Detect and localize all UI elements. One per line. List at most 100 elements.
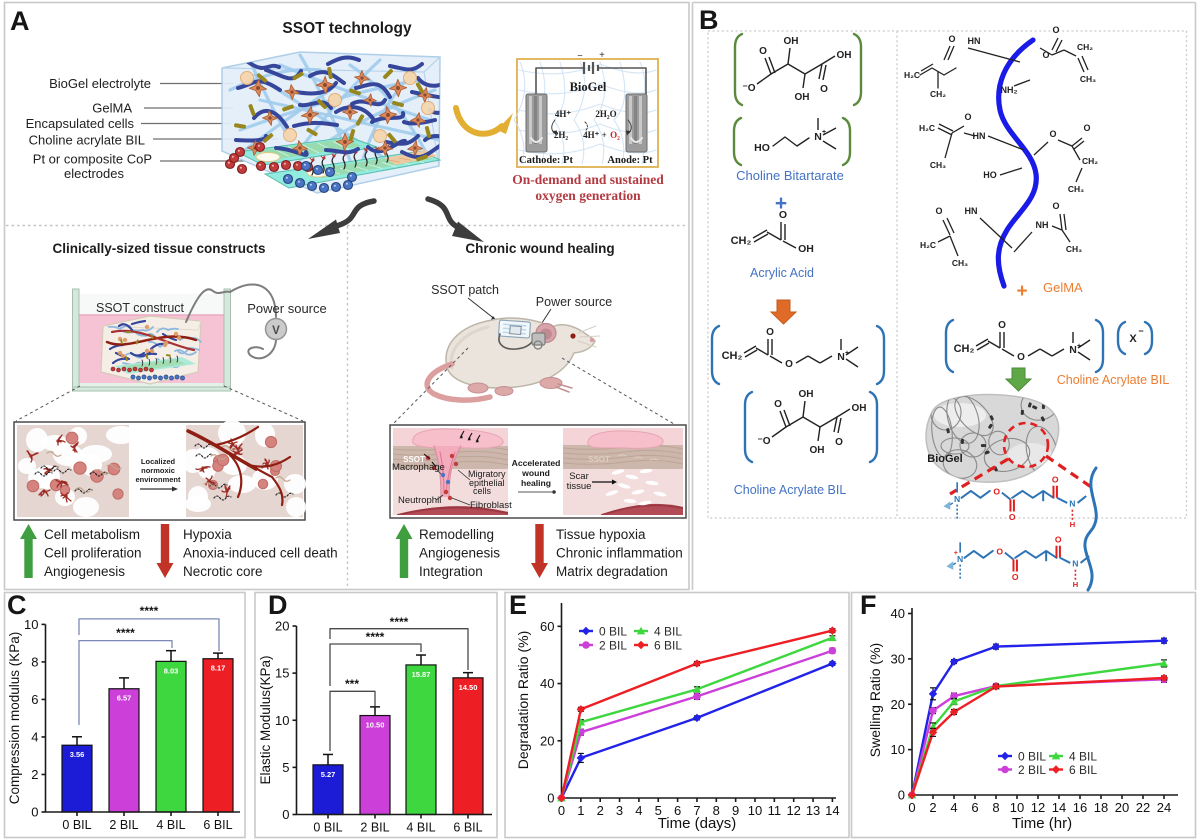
svg-text:2 BIL: 2 BIL [109,818,138,832]
svg-text:8: 8 [31,654,38,669]
svg-text:N: N [814,131,822,143]
svg-text:13: 13 [806,803,820,818]
svg-text:Power source: Power source [247,301,326,316]
svg-text:O: O [1052,201,1059,211]
svg-text:HN: HN [973,131,986,141]
svg-text:0 BIL: 0 BIL [313,821,342,835]
svg-text:O: O [774,399,782,410]
svg-text:5: 5 [655,803,662,818]
svg-text:CH₃: CH₃ [1068,184,1084,194]
svg-text:NH₂: NH₂ [1001,85,1018,95]
svg-text:***: *** [345,677,359,691]
svg-text:CH₂: CH₂ [930,89,946,99]
svg-text:O: O [998,320,1006,331]
svg-text:O: O [1009,512,1016,522]
svg-text:22: 22 [1136,800,1150,815]
svg-text:O: O [1052,25,1059,35]
svg-text:N: N [1069,498,1075,508]
svg-text:20: 20 [275,619,289,634]
svg-text:Cell proliferation: Cell proliferation [44,546,142,561]
svg-text:6 BIL: 6 BIL [654,638,682,652]
svg-text:6: 6 [971,800,978,815]
svg-text:CH₂: CH₂ [1077,42,1093,52]
svg-text:O: O [759,46,767,57]
svg-text:H₂C: H₂C [920,240,936,250]
svg-text:Chronic inflammation: Chronic inflammation [556,546,683,561]
svg-text:Angiogenesis: Angiogenesis [44,564,125,579]
svg-text:2: 2 [929,800,936,815]
svg-text:+: + [822,129,826,136]
svg-text:Encapsulated cells: Encapsulated cells [26,116,135,131]
svg-text:****: **** [140,604,159,618]
svg-text:18: 18 [1094,800,1108,815]
svg-text:2 BIL: 2 BIL [360,821,389,835]
svg-text:Fibroblast: Fibroblast [470,500,512,511]
svg-text:O: O [1055,534,1062,544]
svg-text:BioGel electrolyte: BioGel electrolyte [49,76,151,91]
svg-text:O: O [935,206,942,216]
svg-text:O: O [1049,129,1056,139]
svg-text:Necrotic core: Necrotic core [183,564,263,579]
svg-text:oxygen generation: oxygen generation [535,188,641,203]
svg-text:4: 4 [31,729,38,744]
svg-text:+: + [1016,281,1027,302]
svg-text:SSOT construct: SSOT construct [96,301,185,315]
svg-text:tissue: tissue [567,481,592,492]
svg-text:C: C [7,590,27,620]
svg-text:F: F [860,590,877,620]
svg-text:0: 0 [908,800,915,815]
svg-text:CH₂: CH₂ [731,235,752,247]
svg-text:****: **** [366,630,385,644]
svg-text:cells: cells [473,486,492,496]
svg-text:Accelerated: Accelerated [512,458,561,468]
svg-text:8.03: 8.03 [164,666,179,675]
svg-text:20: 20 [891,697,905,712]
svg-text:10.50: 10.50 [366,721,385,730]
svg-text:10: 10 [24,617,38,632]
svg-text:Choline Bitartarate: Choline Bitartarate [736,168,844,183]
svg-text:+: + [951,490,955,497]
svg-text:O: O [785,359,793,370]
svg-text:On-demand and sustained: On-demand and sustained [512,172,664,187]
svg-text:+: + [954,550,958,557]
svg-text:O: O [779,209,787,221]
svg-text:OH: OH [799,389,814,400]
svg-text:CH₃: CH₃ [1080,74,1096,84]
svg-text:N: N [1072,558,1078,568]
svg-text:Choline Acrylate BIL: Choline Acrylate BIL [1057,373,1170,387]
svg-text:N: N [837,351,845,363]
svg-text:6 BIL: 6 BIL [1069,763,1097,777]
svg-text:⁻O: ⁻O [742,83,755,94]
svg-text:O: O [766,327,774,338]
svg-text:Integration: Integration [419,564,483,579]
svg-text:2: 2 [31,767,38,782]
svg-text:Tissue hypoxia: Tissue hypoxia [556,527,646,542]
svg-text:4H⁺: 4H⁺ [555,109,572,119]
svg-text:electrodes: electrodes [64,166,124,181]
svg-text:E: E [509,590,527,620]
svg-text:Anode: Pt: Anode: Pt [607,155,653,166]
svg-text:N: N [1069,344,1077,356]
svg-text:NH: NH [1036,220,1049,230]
svg-text:HO: HO [983,170,997,180]
svg-text:Macrophage: Macrophage [392,462,445,473]
svg-text:Compression modulus (KPa): Compression modulus (KPa) [7,632,22,805]
svg-text:HN: HN [968,36,981,46]
svg-text:CH₂: CH₂ [954,343,975,355]
svg-text:O: O [993,486,1000,496]
svg-text:6: 6 [31,692,38,707]
svg-text:HO: HO [754,142,770,154]
svg-text:6.57: 6.57 [117,694,132,703]
svg-text:12: 12 [786,803,800,818]
svg-text:4: 4 [635,803,642,818]
svg-text:OH: OH [810,445,825,456]
svg-text:O: O [1017,352,1025,363]
svg-text:D: D [268,590,288,620]
svg-text:O: O [948,34,955,44]
svg-text:Time (days): Time (days) [658,815,737,832]
svg-text:X: X [1129,333,1137,345]
svg-text:Matrix degradation: Matrix degradation [556,564,668,579]
svg-text:10: 10 [748,803,762,818]
svg-text:−: − [577,51,583,62]
svg-text:20: 20 [540,733,554,748]
